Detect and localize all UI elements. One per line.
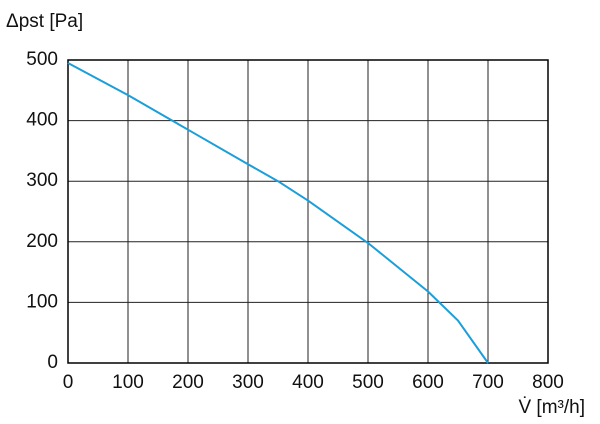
y-tick-label: 100 — [26, 291, 58, 312]
x-tick-label: 700 — [472, 372, 504, 393]
x-axis-label: V̇ [m³/h] — [518, 397, 585, 418]
x-tick-label: 100 — [112, 372, 144, 393]
x-tick-label: 400 — [292, 372, 324, 393]
x-tick-label: 0 — [63, 372, 74, 393]
x-tick-label: 200 — [172, 372, 204, 393]
y-tick-label: 200 — [26, 231, 58, 252]
x-tick-label: 300 — [232, 372, 264, 393]
curve — [67, 62, 489, 364]
y-tick-label: 400 — [26, 110, 58, 131]
x-tick-label: 800 — [532, 372, 564, 393]
x-tick-label: 600 — [412, 372, 444, 393]
plot-frame — [67, 59, 549, 364]
y-tick-label: 300 — [26, 170, 58, 191]
y-tick-label: 0 — [47, 352, 58, 373]
y-axis-label: Δpst [Pa] — [6, 11, 83, 32]
y-tick-label: 500 — [26, 49, 58, 70]
x-tick-label: 500 — [352, 372, 384, 393]
